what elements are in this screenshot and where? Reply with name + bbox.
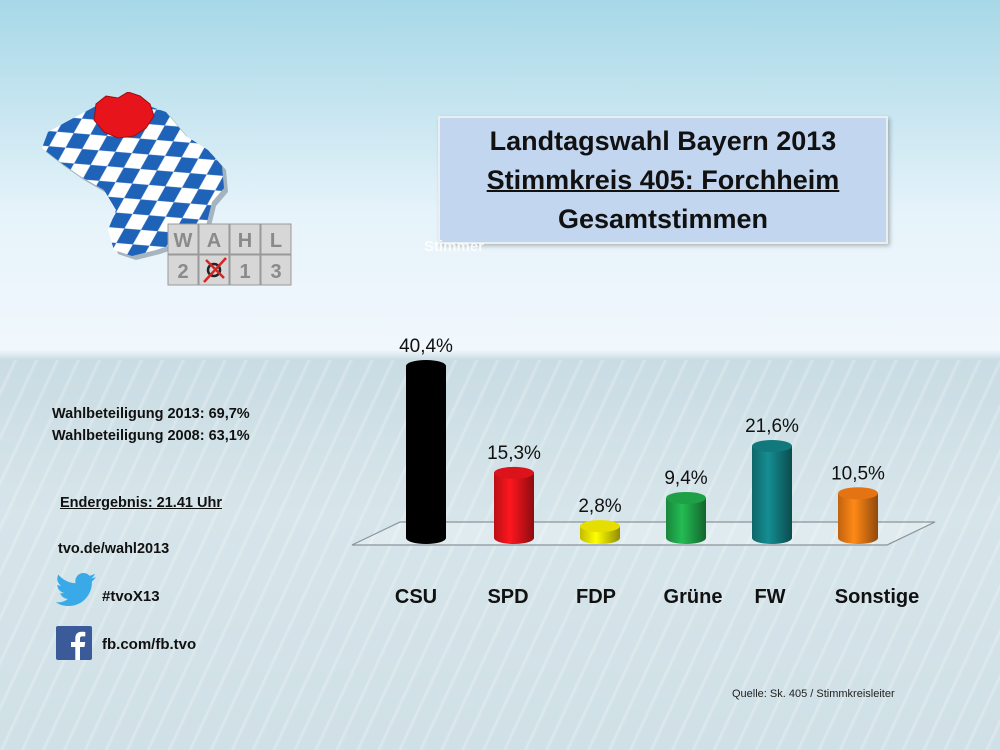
tile-3: 3 [270,261,281,283]
title-election: Landtagswahl Bayern 2013 [489,126,837,156]
twitter-bird-icon [56,573,96,606]
forchheim-region-highlight [94,92,154,138]
facebook-f-icon [56,626,92,660]
horizon [0,350,1000,360]
source-note: Quelle: Sk. 405 / Stimmkreisleiter [732,688,895,700]
tile-w: W [174,230,193,252]
title-vote-type: Gesamtstimmen [557,204,769,234]
tile-a: A [207,230,221,252]
tile-l: L [270,230,282,252]
title-box: Landtagswahl Bayern 2013 Stimmkreis 405:… [438,116,888,244]
turnout-2008: Wahlbeteiligung 2008: 63,1% [52,428,250,444]
title-district: Stimmkreis 405: Forchheim [486,165,840,195]
tile-2: 2 [177,261,188,283]
tile-h: H [238,230,252,252]
twitter-handle[interactable]: #tvoX13 [102,588,160,605]
website-link[interactable]: tvo.de/wahl2013 [58,541,170,557]
tile-1: 1 [239,261,250,283]
ghost-text: Stimmer [424,238,485,255]
background-floor [0,355,1000,750]
wahl-tiles: W A H L 2 1 3 [167,223,292,286]
wahl-2013-logo: W A H L 2 1 3 [42,92,292,286]
ballot-circle-icon [206,262,222,278]
facebook-link[interactable]: fb.com/fb.tvo [102,636,197,653]
final-result-time: Endergebnis: 21.41 Uhr [60,495,222,511]
turnout-2013: Wahlbeteiligung 2013: 69,7% [52,406,250,422]
